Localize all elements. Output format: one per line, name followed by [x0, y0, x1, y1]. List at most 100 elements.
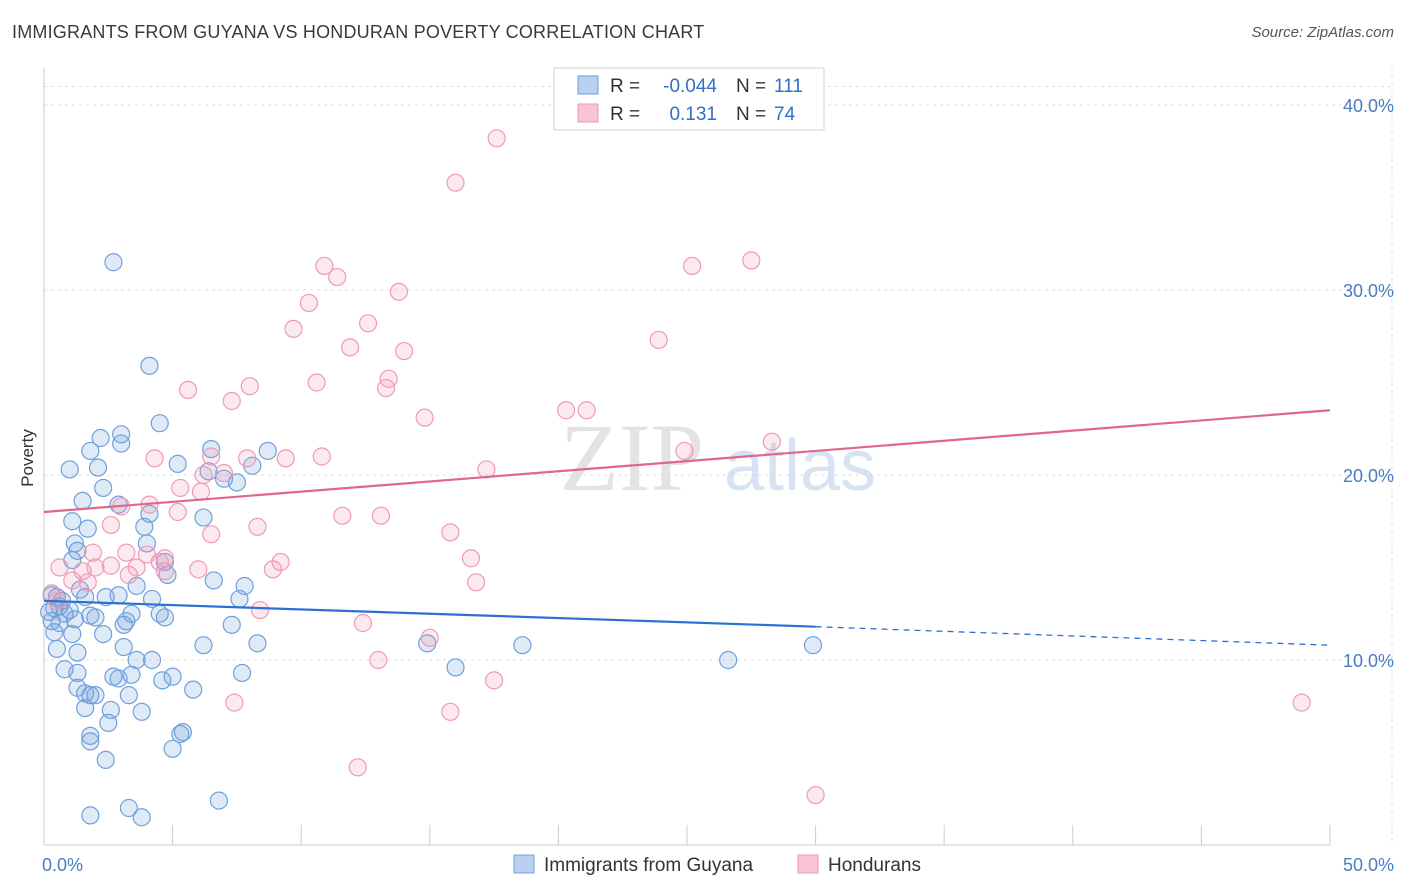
guyana-point-54 — [50, 613, 69, 633]
chart-title: IMMIGRANTS FROM GUYANA VS HONDURAN POVER… — [12, 22, 705, 42]
hondurans-point-2 — [683, 256, 702, 276]
guyana-trend-extension — [815, 626, 1331, 646]
hondurans-point-6 — [389, 282, 409, 301]
guyana-point-51 — [155, 608, 174, 627]
hondurans-point-28 — [312, 447, 331, 466]
guyana-point-97 — [209, 791, 228, 810]
hondurans-point-18 — [222, 391, 241, 411]
guyana-point-98 — [119, 798, 138, 818]
legend-swatch-hondurans — [577, 103, 599, 123]
legend-n-label-guyana: N = — [736, 76, 766, 97]
hondurans-point-52 — [271, 552, 290, 572]
hondurans-point-20 — [557, 401, 576, 420]
y-tick-label-1: 20.0% — [1343, 466, 1394, 486]
guyana-point-6 — [81, 441, 100, 461]
guyana-point-91 — [81, 726, 100, 745]
watermark: ZIP atlas — [560, 404, 876, 511]
guyana-point-87 — [76, 698, 95, 718]
guyana-point-17 — [73, 491, 92, 510]
guyana-point-94 — [81, 732, 100, 751]
hondurans-point-32 — [171, 478, 190, 498]
hondurans-point-24 — [145, 449, 164, 468]
guyana-point-67 — [513, 636, 532, 655]
legend-r-value-guyana: -0.044 — [663, 76, 717, 97]
hondurans-point-51 — [189, 560, 208, 579]
hondurans-point-10 — [649, 330, 668, 350]
guyana-point-0 — [104, 253, 123, 272]
hondurans-point-67 — [369, 650, 388, 670]
hondurans-point-33 — [191, 482, 210, 501]
guyana-point-55 — [65, 610, 84, 629]
hondurans-point-25 — [202, 447, 221, 466]
guyana-point-5 — [112, 434, 131, 453]
hondurans-point-23 — [675, 441, 694, 461]
legend-n-value-hondurans: 74 — [774, 104, 796, 125]
hondurans-point-60 — [155, 562, 174, 581]
hondurans-point-39 — [101, 515, 120, 535]
guyana-point-30 — [204, 571, 223, 590]
hondurans-point-9 — [358, 314, 378, 333]
guyana-point-93 — [173, 723, 192, 742]
x-tick-labels: 0.0% 50.0% — [42, 855, 1394, 875]
hondurans-point-71 — [1292, 693, 1311, 712]
x-ticks — [43, 825, 1331, 845]
bottom-legend-swatch-guyana — [513, 854, 535, 874]
guyana-point-63 — [114, 637, 133, 657]
guyana-point-74 — [68, 663, 87, 683]
guyana-point-3 — [91, 428, 110, 448]
guyana-point-84 — [86, 686, 105, 705]
y-axis-label: Poverty — [18, 429, 37, 487]
bottom-legend: Immigrants from Guyana Hondurans — [513, 854, 921, 876]
guyana-point-79 — [109, 669, 128, 688]
hondurans-point-17 — [178, 380, 198, 399]
guyana-point-26 — [68, 541, 87, 560]
guyana-point-90 — [99, 713, 118, 733]
hondurans-point-26 — [238, 449, 257, 468]
hondurans-point-19 — [415, 408, 434, 427]
hondurans-point-21 — [577, 401, 596, 420]
guyana-point-96 — [96, 750, 115, 770]
guyana-point-1 — [140, 356, 159, 375]
hondurans-point-41 — [441, 523, 460, 542]
guyana-point-65 — [248, 634, 267, 653]
hondurans-point-30 — [194, 465, 213, 485]
guyana-point-71 — [719, 650, 738, 670]
guyana-point-76 — [163, 667, 182, 686]
guyana-point-72 — [446, 658, 465, 677]
y-tick-label-2: 30.0% — [1343, 281, 1394, 301]
guyana-point-38 — [109, 586, 128, 605]
hondurans-point-68 — [485, 671, 504, 690]
hondurans-point-73 — [806, 785, 825, 805]
hondurans-point-42 — [202, 525, 221, 544]
guyana-point-7 — [258, 441, 277, 461]
guyana-point-12 — [168, 454, 187, 473]
legend-box: R = -0.044 N = 111 R = 0.131 N = 74 — [553, 67, 825, 131]
hondurans-point-27 — [276, 449, 295, 468]
guyana-trend-line — [43, 599, 816, 628]
guyana-point-41 — [230, 589, 249, 609]
guyana-point-10 — [60, 460, 79, 479]
hondurans-point-49 — [127, 558, 146, 577]
guyana-point-70 — [142, 650, 162, 670]
hondurans-point-37 — [333, 506, 352, 525]
hondurans-point-11 — [340, 338, 360, 357]
hondurans-point-72 — [348, 758, 367, 777]
hondurans-point-59 — [119, 565, 138, 585]
legend-r-label-hondurans: R = — [610, 104, 640, 125]
watermark-atlas: atlas — [724, 426, 876, 506]
hondurans-point-55 — [101, 556, 120, 575]
hondurans-point-13 — [307, 373, 326, 392]
hondurans-point-43 — [83, 543, 102, 562]
hondurans-point-40 — [248, 517, 267, 536]
hondurans-point-12 — [394, 341, 414, 361]
guyana-point-95 — [163, 739, 182, 758]
hondurans-point-65 — [353, 613, 373, 633]
guyana-point-57 — [222, 615, 241, 634]
hondurans-point-44 — [117, 543, 136, 562]
guyana-point-4 — [112, 425, 131, 444]
legend-frame — [553, 67, 825, 131]
hondurans-point-4 — [315, 256, 334, 276]
hondurans-point-31 — [214, 464, 234, 483]
hondurans-trend-line — [43, 409, 1331, 514]
trend-lines — [43, 409, 1331, 646]
